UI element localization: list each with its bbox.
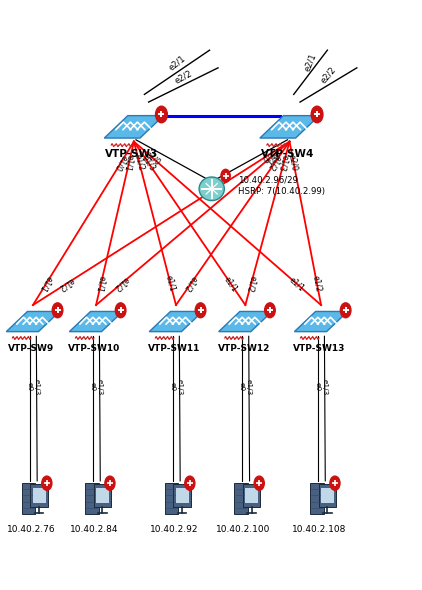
Text: 10.40.2.100: 10.40.2.100 [216,525,271,534]
FancyBboxPatch shape [234,483,248,514]
FancyBboxPatch shape [243,484,260,507]
Text: e2/2: e2/2 [319,65,338,85]
Text: e1/3: e1/3 [322,379,328,395]
Text: 10.40.2.92: 10.40.2.92 [150,525,198,534]
Text: e0: e0 [27,382,32,391]
Text: e1/3: e1/3 [97,379,103,395]
Text: e2/2: e2/2 [173,68,194,85]
FancyBboxPatch shape [176,488,189,503]
Text: e0: e0 [170,382,176,391]
Text: VTP-SW11: VTP-SW11 [148,344,200,353]
Text: e2/0: e2/0 [143,149,162,167]
Text: e1/1: e1/1 [222,274,239,293]
Polygon shape [69,312,123,332]
Text: VTP-SW12: VTP-SW12 [217,344,270,353]
Circle shape [115,303,126,318]
Circle shape [311,106,323,123]
Text: e2/1: e2/1 [167,54,187,72]
Circle shape [254,476,264,490]
Text: e1/1: e1/1 [123,153,135,172]
Circle shape [42,476,52,490]
FancyBboxPatch shape [245,488,258,503]
Text: VTP-SW10: VTP-SW10 [68,344,121,353]
Text: e1/1: e1/1 [287,275,306,293]
Circle shape [52,303,63,318]
FancyBboxPatch shape [94,484,111,507]
Text: e1/1: e1/1 [95,274,107,293]
Text: VTP-SW13: VTP-SW13 [293,344,346,353]
Text: VTP-SW3: VTP-SW3 [105,149,158,159]
Text: e1/2: e1/2 [112,275,130,293]
Text: e0: e0 [239,382,245,391]
Text: VTP-SW9: VTP-SW9 [8,344,54,353]
Text: e0: e0 [315,382,321,391]
Text: 10.40.2.76: 10.40.2.76 [7,525,55,534]
Text: e1/3: e1/3 [176,379,183,395]
FancyBboxPatch shape [321,488,334,503]
Circle shape [105,476,115,490]
FancyBboxPatch shape [96,488,109,503]
FancyBboxPatch shape [319,484,336,507]
Text: e2/0: e2/0 [288,154,300,172]
FancyBboxPatch shape [85,483,99,514]
Text: e1/1: e1/1 [38,274,54,293]
Text: e1/3: e1/3 [140,153,157,172]
Ellipse shape [199,177,225,201]
Text: 10.40.2.84: 10.40.2.84 [70,525,118,534]
Text: e1/1: e1/1 [164,274,177,293]
Circle shape [156,106,168,123]
FancyBboxPatch shape [30,484,48,507]
Circle shape [195,303,206,318]
Text: e1/2: e1/2 [182,274,199,293]
FancyBboxPatch shape [173,484,191,507]
Text: e0: e0 [90,382,96,391]
Polygon shape [6,312,60,332]
Polygon shape [149,312,203,332]
Circle shape [185,476,195,490]
FancyBboxPatch shape [32,488,46,503]
Text: VTP-SW4: VTP-SW4 [261,149,314,159]
Text: e1/2: e1/2 [266,153,283,172]
Circle shape [330,476,340,490]
Circle shape [221,169,230,182]
FancyBboxPatch shape [165,483,179,514]
FancyBboxPatch shape [22,483,35,514]
Text: e1/2: e1/2 [133,153,146,172]
Text: e1/2: e1/2 [245,274,258,293]
Polygon shape [219,312,272,332]
Circle shape [341,303,351,318]
Text: e1/0: e1/0 [260,146,279,163]
Polygon shape [260,116,319,138]
Text: 10.40.2.96/29
HSRP: 7(10.40.2.99): 10.40.2.96/29 HSRP: 7(10.40.2.99) [238,175,325,196]
Text: e1/3: e1/3 [277,153,290,172]
FancyBboxPatch shape [310,483,324,514]
Polygon shape [295,312,348,332]
Text: e1/2: e1/2 [311,275,323,293]
Text: 10.40.2.108: 10.40.2.108 [292,525,346,534]
Text: e1/0: e1/0 [113,153,129,172]
Circle shape [265,303,275,318]
Text: e1/3: e1/3 [246,379,252,395]
Text: e1/1: e1/1 [263,148,281,165]
Text: e1/2: e1/2 [57,276,76,292]
Polygon shape [104,116,164,138]
Text: e1/3: e1/3 [34,379,40,395]
Text: e2/1: e2/1 [303,52,318,72]
